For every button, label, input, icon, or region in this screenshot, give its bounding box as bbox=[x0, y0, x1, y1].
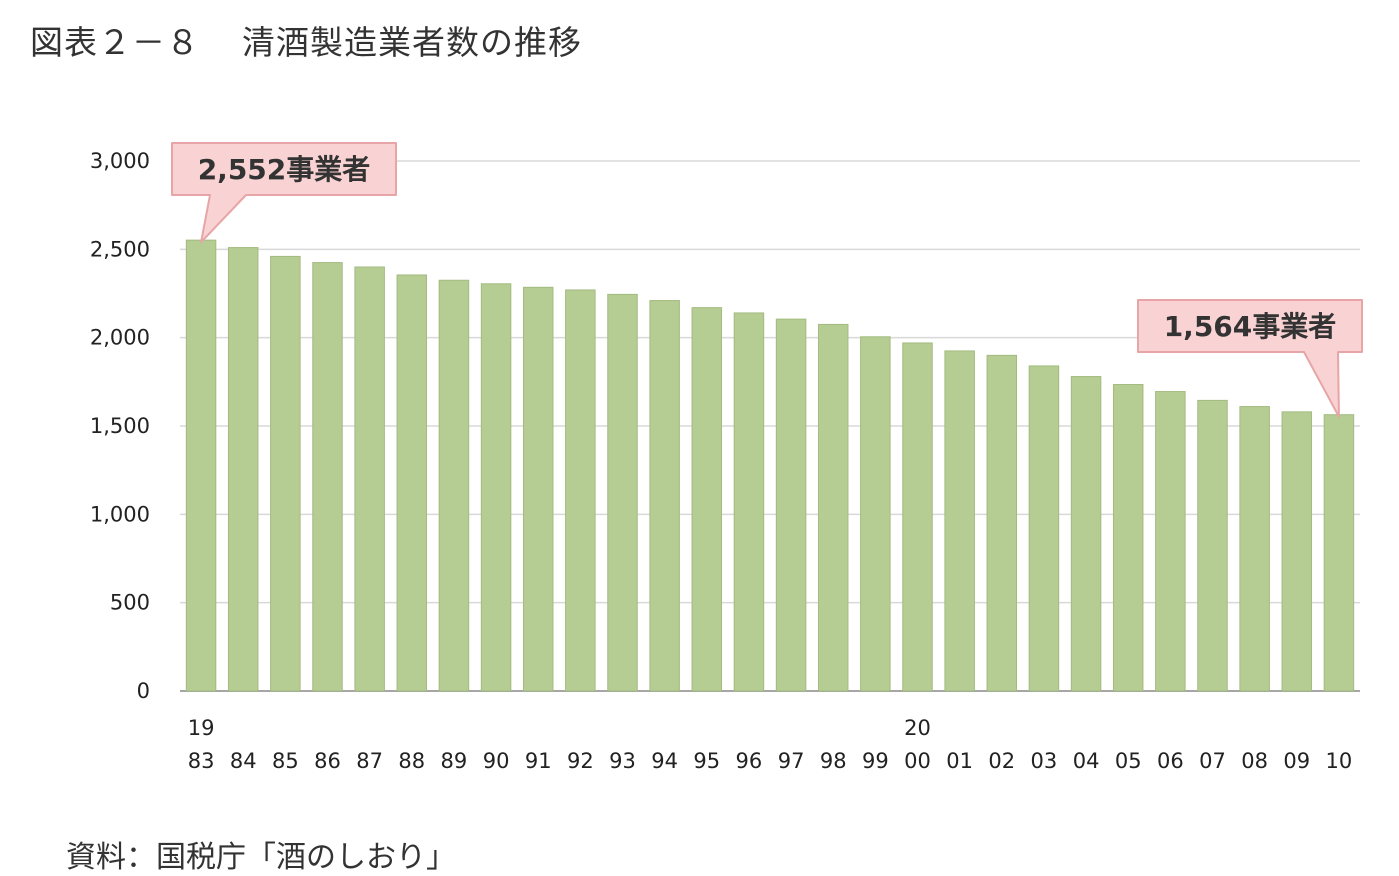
x-tick-label: 03 bbox=[1031, 749, 1058, 773]
bar bbox=[312, 262, 343, 692]
x-tick-label: 88 bbox=[398, 749, 425, 773]
bar bbox=[1070, 376, 1102, 692]
bar bbox=[860, 336, 891, 692]
x-tick-label: 94 bbox=[651, 749, 678, 773]
x-tick-label: 91 bbox=[525, 749, 552, 773]
x-tick-label: 98 bbox=[820, 749, 847, 773]
y-axis-ticks: 0 500 1,000 1,500 2,000 2,500 3,000 bbox=[90, 149, 150, 703]
y-tick-label: 2,500 bbox=[90, 237, 150, 261]
x-tick-label: 89 bbox=[441, 749, 468, 773]
bar bbox=[986, 354, 1018, 692]
bar bbox=[480, 283, 512, 692]
bar bbox=[1028, 365, 1060, 692]
callout-label: 1,564事業者 bbox=[1164, 310, 1337, 343]
bar bbox=[902, 342, 933, 692]
x-tick-label: 00 bbox=[904, 749, 931, 773]
bar bbox=[733, 312, 765, 692]
bar bbox=[607, 293, 638, 692]
bar bbox=[1239, 406, 1270, 692]
figure-label: 図表２－８ bbox=[30, 23, 200, 62]
x-tick-label: 02 bbox=[988, 749, 1015, 773]
bar bbox=[227, 247, 259, 692]
bar bbox=[1281, 411, 1313, 692]
x-tick-label: 92 bbox=[567, 749, 594, 773]
bar bbox=[270, 255, 301, 692]
x-tick-label: 08 bbox=[1241, 749, 1268, 773]
x-tick-label: 83 bbox=[188, 749, 215, 773]
century-label: 19 bbox=[188, 716, 215, 740]
source-note: 資料：国税庁「酒のしおり」 bbox=[66, 840, 456, 875]
bar bbox=[817, 323, 849, 692]
bar bbox=[354, 266, 385, 692]
x-tick-label: 97 bbox=[778, 749, 805, 773]
bar bbox=[1112, 383, 1144, 692]
bar bbox=[1197, 399, 1228, 692]
y-tick-label: 1,500 bbox=[90, 414, 150, 438]
bar bbox=[944, 350, 975, 692]
y-tick-label: 3,000 bbox=[90, 149, 150, 173]
x-tick-label: 09 bbox=[1283, 749, 1310, 773]
bar bbox=[438, 279, 470, 692]
bar bbox=[691, 307, 723, 692]
bar bbox=[522, 286, 554, 692]
page-title: 図表２－８ 清酒製造業者数の推移 bbox=[30, 16, 582, 64]
x-axis-ticks: 83 84 85 86 87 88 89 90 91 92 93 94 95 96 97 98 99 00 01 02… bbox=[188, 716, 1353, 773]
callout-bubble bbox=[171, 142, 397, 244]
y-tick-label: 0 bbox=[137, 679, 150, 703]
y-tick-label: 1,000 bbox=[90, 502, 150, 526]
x-tick-label: 90 bbox=[483, 749, 510, 773]
bar bbox=[775, 318, 807, 692]
x-tick-label: 93 bbox=[609, 749, 636, 773]
x-tick-label: 01 bbox=[946, 749, 973, 773]
x-tick-label: 84 bbox=[230, 749, 257, 773]
x-tick-label: 87 bbox=[356, 749, 383, 773]
y-tick-label: 2,000 bbox=[90, 326, 150, 350]
bar bbox=[1155, 391, 1186, 692]
x-tick-label: 96 bbox=[736, 749, 763, 773]
x-tick-label: 99 bbox=[862, 749, 889, 773]
x-tick-label: 95 bbox=[693, 749, 720, 773]
callout-bubble bbox=[1137, 299, 1363, 418]
x-tick-label: 85 bbox=[272, 749, 299, 773]
callout: 2,552事業者 bbox=[171, 142, 397, 244]
x-tick-label: 04 bbox=[1073, 749, 1100, 773]
callout: 1,564事業者 bbox=[1137, 299, 1363, 418]
x-tick-label: 10 bbox=[1326, 749, 1353, 773]
century-label: 20 bbox=[904, 716, 931, 740]
figure-title: 清酒製造業者数の推移 bbox=[242, 23, 582, 62]
bar bbox=[185, 239, 217, 692]
x-tick-label: 07 bbox=[1199, 749, 1226, 773]
bar bbox=[396, 274, 428, 692]
bar bbox=[1323, 414, 1355, 692]
x-tick-label: 05 bbox=[1115, 749, 1142, 773]
callouts: 2,552事業者 1,564事業者 bbox=[171, 142, 1363, 418]
bar bbox=[649, 300, 680, 692]
x-tick-label: 06 bbox=[1157, 749, 1184, 773]
x-tick-label: 86 bbox=[314, 749, 341, 773]
bar bbox=[565, 289, 596, 692]
bar-series bbox=[185, 239, 1355, 692]
y-tick-label: 500 bbox=[110, 591, 150, 615]
callout-label: 2,552事業者 bbox=[198, 153, 371, 186]
